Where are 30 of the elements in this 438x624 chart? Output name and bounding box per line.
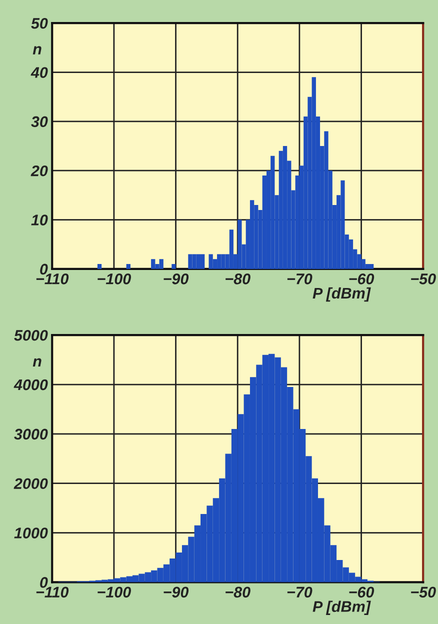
y-tick-label: 10 [31,214,48,226]
y-tick-label: 2000 [14,478,48,490]
x-tick-label: −110 [36,586,69,598]
x-tick-label: −90 [164,586,189,598]
y-tick-label: 1000 [14,528,48,538]
x-tick-label: −60 [349,274,374,284]
x-tick-label: −80 [226,274,250,284]
x-tick-label: −60 [349,586,374,598]
y-tick-label: 0 [40,577,48,588]
y-tick-label: 20 [30,165,48,176]
x-tick-label: −50 [411,274,436,284]
y-tick-label: 0 [40,264,48,275]
y-tick-label: 5000 [14,330,48,341]
x-tick-label: −50 [411,586,436,598]
y-axis-title: n [32,358,42,367]
x-axis-title: P [dBm] [312,287,371,302]
y-tick-label: 30 [31,116,48,128]
x-tick-label: −90 [164,274,189,284]
x-tick-label: −100 [98,274,132,284]
x-tick-label: −80 [226,586,250,598]
y-tick-label: 4000 [14,379,48,390]
x-tick-label: −70 [287,586,312,598]
y-tick-label: 3000 [14,428,48,440]
y-tick-label: 40 [30,67,48,78]
y-tick-label: 50 [31,18,48,29]
x-tick-label: −110 [36,274,69,284]
y-axis-title: n [32,46,42,54]
x-tick-label: −70 [287,274,312,284]
x-axis-title: P [dBm] [312,600,371,615]
x-tick-label: −100 [98,586,132,598]
